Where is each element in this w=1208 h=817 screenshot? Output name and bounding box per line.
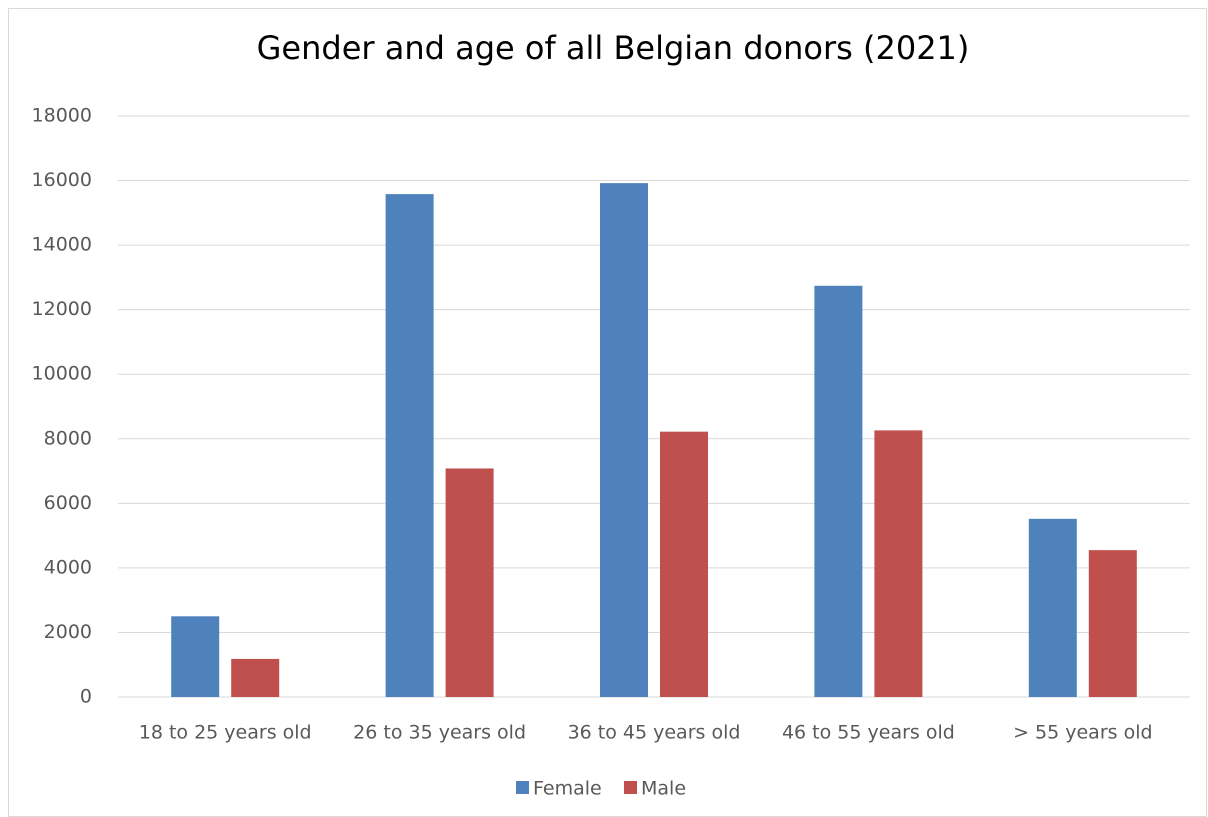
- bar: [1028, 518, 1077, 697]
- y-tick-label: 2000: [44, 621, 92, 643]
- bar: [171, 616, 220, 697]
- x-tick-label: 26 to 35 years old: [353, 722, 526, 744]
- legend-swatch: [516, 781, 529, 794]
- bar: [874, 430, 923, 697]
- bar: [660, 431, 708, 697]
- chart-title: Gender and age of all Belgian donors (20…: [257, 29, 970, 67]
- y-tick-label: 10000: [32, 363, 92, 385]
- y-tick-label: 6000: [44, 492, 92, 514]
- x-tick-label: 36 to 45 years old: [568, 722, 741, 744]
- x-tick-label: 46 to 55 years old: [782, 722, 955, 744]
- y-tick-label: 0: [80, 686, 92, 708]
- bar: [445, 468, 494, 697]
- x-tick-label: 18 to 25 years old: [139, 722, 312, 744]
- y-tick-label: 14000: [32, 234, 92, 256]
- bar: [231, 658, 280, 697]
- y-tick-label: 8000: [44, 427, 92, 449]
- legend-label: Male: [641, 778, 686, 800]
- y-tick-label: 16000: [32, 169, 92, 191]
- y-tick-label: 12000: [32, 298, 92, 320]
- y-tick-label: 4000: [44, 556, 92, 578]
- bar: [600, 183, 648, 698]
- legend-swatch: [624, 781, 637, 794]
- y-tick-label: 18000: [32, 105, 92, 127]
- bar: [1088, 550, 1137, 697]
- x-tick-label: > 55 years old: [1013, 722, 1152, 744]
- bar: [814, 285, 863, 697]
- legend-label: Female: [533, 778, 602, 800]
- bar: [385, 194, 434, 697]
